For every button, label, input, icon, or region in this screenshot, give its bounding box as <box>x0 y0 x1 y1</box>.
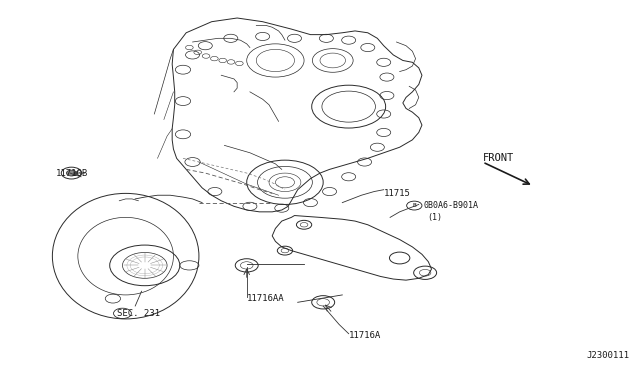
Circle shape <box>67 170 77 176</box>
Text: 11715: 11715 <box>384 189 411 198</box>
Text: B: B <box>412 203 416 208</box>
Text: 11710B: 11710B <box>56 169 88 177</box>
Text: FRONT: FRONT <box>483 153 514 163</box>
Text: 0B0A6-B901A: 0B0A6-B901A <box>424 201 479 210</box>
Text: J2300111: J2300111 <box>586 351 629 360</box>
Text: 11716AA: 11716AA <box>246 294 284 303</box>
Text: 11716A: 11716A <box>349 331 381 340</box>
Text: (1): (1) <box>427 213 442 222</box>
Text: SEC. 231: SEC. 231 <box>117 309 160 318</box>
